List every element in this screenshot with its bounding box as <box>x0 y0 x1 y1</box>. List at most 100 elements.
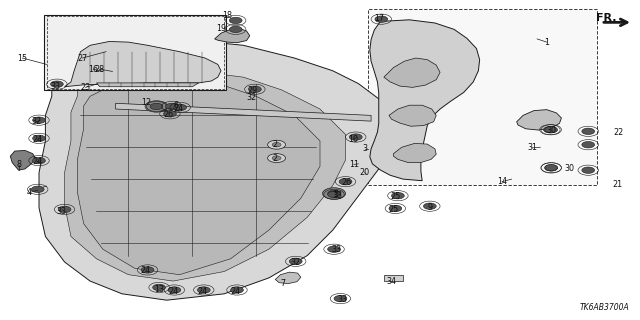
Text: 15: 15 <box>17 53 28 62</box>
Circle shape <box>58 206 71 212</box>
Polygon shape <box>389 105 436 126</box>
Bar <box>384 275 403 281</box>
Text: 24: 24 <box>230 287 241 296</box>
Circle shape <box>33 157 45 164</box>
Circle shape <box>389 205 402 212</box>
Polygon shape <box>65 42 221 87</box>
Text: 28: 28 <box>95 65 105 74</box>
Text: 30: 30 <box>564 164 574 173</box>
Text: 19: 19 <box>216 24 226 33</box>
Polygon shape <box>77 77 320 275</box>
Circle shape <box>145 101 168 112</box>
Text: 3: 3 <box>363 144 368 153</box>
Circle shape <box>31 186 44 193</box>
Circle shape <box>424 203 436 209</box>
Text: 2: 2 <box>273 140 278 149</box>
Circle shape <box>392 193 404 199</box>
Text: 7: 7 <box>280 279 285 288</box>
Circle shape <box>334 295 347 302</box>
Text: 33: 33 <box>333 190 343 200</box>
Polygon shape <box>65 71 346 281</box>
Polygon shape <box>516 110 561 130</box>
Circle shape <box>545 165 557 171</box>
Text: 33: 33 <box>50 82 60 91</box>
Text: FR.: FR. <box>596 13 616 23</box>
Polygon shape <box>275 272 301 284</box>
Text: 24: 24 <box>32 157 42 166</box>
Text: 29: 29 <box>248 86 258 95</box>
Text: 18: 18 <box>223 12 232 20</box>
Circle shape <box>582 167 595 173</box>
Circle shape <box>272 142 281 147</box>
Bar <box>44 15 226 90</box>
Text: 10: 10 <box>348 135 358 144</box>
Text: 14: 14 <box>497 177 507 186</box>
Text: 13: 13 <box>154 284 164 293</box>
Circle shape <box>229 17 242 24</box>
Polygon shape <box>394 143 436 163</box>
Circle shape <box>582 141 595 148</box>
Circle shape <box>268 154 285 163</box>
Text: 9: 9 <box>428 203 433 212</box>
Text: 33: 33 <box>56 207 67 216</box>
Text: 17: 17 <box>374 14 384 23</box>
Circle shape <box>289 258 302 265</box>
Circle shape <box>375 16 388 22</box>
Circle shape <box>339 179 352 185</box>
Text: 22: 22 <box>614 128 624 137</box>
Text: 26: 26 <box>342 178 352 187</box>
Text: 11: 11 <box>349 160 359 169</box>
Text: 24: 24 <box>173 104 183 113</box>
Bar <box>47 16 224 89</box>
Circle shape <box>150 103 163 110</box>
Text: 32: 32 <box>31 117 42 126</box>
Polygon shape <box>384 58 440 87</box>
Circle shape <box>328 191 340 197</box>
Text: 31: 31 <box>527 143 537 152</box>
Circle shape <box>582 128 595 134</box>
Circle shape <box>229 26 242 33</box>
Polygon shape <box>214 29 250 43</box>
Text: 23: 23 <box>81 83 91 92</box>
Text: 24: 24 <box>197 287 207 296</box>
Polygon shape <box>39 39 397 300</box>
Circle shape <box>545 164 557 171</box>
Text: 1: 1 <box>544 38 549 47</box>
Text: 26: 26 <box>163 110 173 119</box>
Text: 21: 21 <box>612 180 622 189</box>
Text: 5: 5 <box>333 189 339 199</box>
Text: 33: 33 <box>332 245 342 254</box>
Text: 12: 12 <box>141 98 152 107</box>
Polygon shape <box>97 83 198 87</box>
Text: 24: 24 <box>32 135 42 144</box>
Text: 27: 27 <box>77 53 88 62</box>
Text: 25: 25 <box>390 192 401 201</box>
Circle shape <box>323 188 346 199</box>
Circle shape <box>51 81 63 87</box>
Text: 4: 4 <box>27 188 32 197</box>
Polygon shape <box>116 103 371 121</box>
Circle shape <box>33 135 45 141</box>
Circle shape <box>272 156 281 160</box>
Circle shape <box>248 86 261 92</box>
Text: 6: 6 <box>173 101 178 110</box>
Circle shape <box>230 287 243 293</box>
Text: 33: 33 <box>337 295 348 304</box>
Circle shape <box>545 126 557 133</box>
Circle shape <box>168 287 180 293</box>
Text: 2: 2 <box>273 154 278 163</box>
Circle shape <box>328 246 340 252</box>
Text: 32: 32 <box>246 93 257 102</box>
Circle shape <box>197 287 210 293</box>
Text: 30: 30 <box>546 126 556 135</box>
Circle shape <box>543 126 556 133</box>
Polygon shape <box>370 20 479 181</box>
Circle shape <box>349 134 362 140</box>
Text: 25: 25 <box>388 205 399 214</box>
Circle shape <box>153 284 166 291</box>
Text: 34: 34 <box>387 277 397 286</box>
Circle shape <box>173 104 186 111</box>
Text: 16: 16 <box>88 65 99 74</box>
Circle shape <box>164 111 176 117</box>
Text: 20: 20 <box>360 168 370 177</box>
